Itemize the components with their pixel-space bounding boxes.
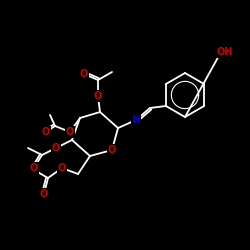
Text: O: O [94,91,102,101]
Text: OH: OH [217,47,233,57]
Text: O: O [40,189,48,199]
Text: N: N [132,115,140,125]
Text: O: O [30,163,38,173]
Text: O: O [108,145,116,155]
Text: O: O [58,163,66,173]
Text: O: O [66,127,74,137]
Text: O: O [80,69,88,79]
Text: O: O [52,143,60,153]
Text: O: O [42,127,50,137]
